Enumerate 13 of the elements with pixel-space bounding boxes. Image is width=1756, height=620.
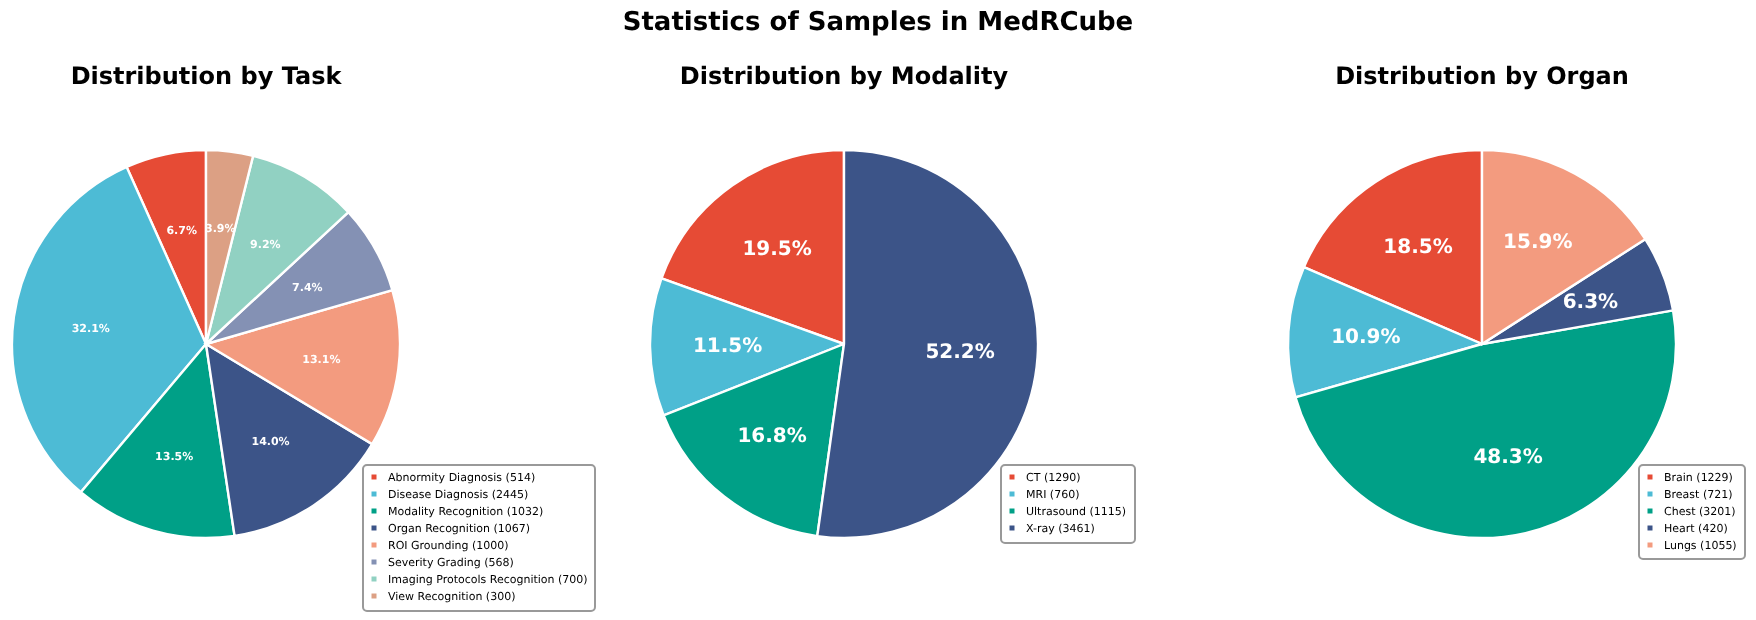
chart-title: Distribution by Organ (1335, 62, 1629, 90)
data-label: 11.5% (692, 335, 763, 358)
data-label: 6.3% (1562, 291, 1619, 314)
data-label: 18.5% (1383, 236, 1453, 259)
data-label: 52.2% (925, 342, 995, 365)
text: Statistics of Samples in MedRCube (620, 6, 1136, 42)
data-label: 16.8% (737, 425, 807, 448)
data-label: 19.5% (742, 238, 812, 261)
data-label: 10.9% (1331, 326, 1401, 349)
data-label: 15.9% (1503, 231, 1573, 254)
data-label: 48.3% (1473, 447, 1543, 470)
chart-title: Distribution by Task (70, 62, 344, 90)
chart-title: Distribution by Modality (679, 62, 1009, 90)
